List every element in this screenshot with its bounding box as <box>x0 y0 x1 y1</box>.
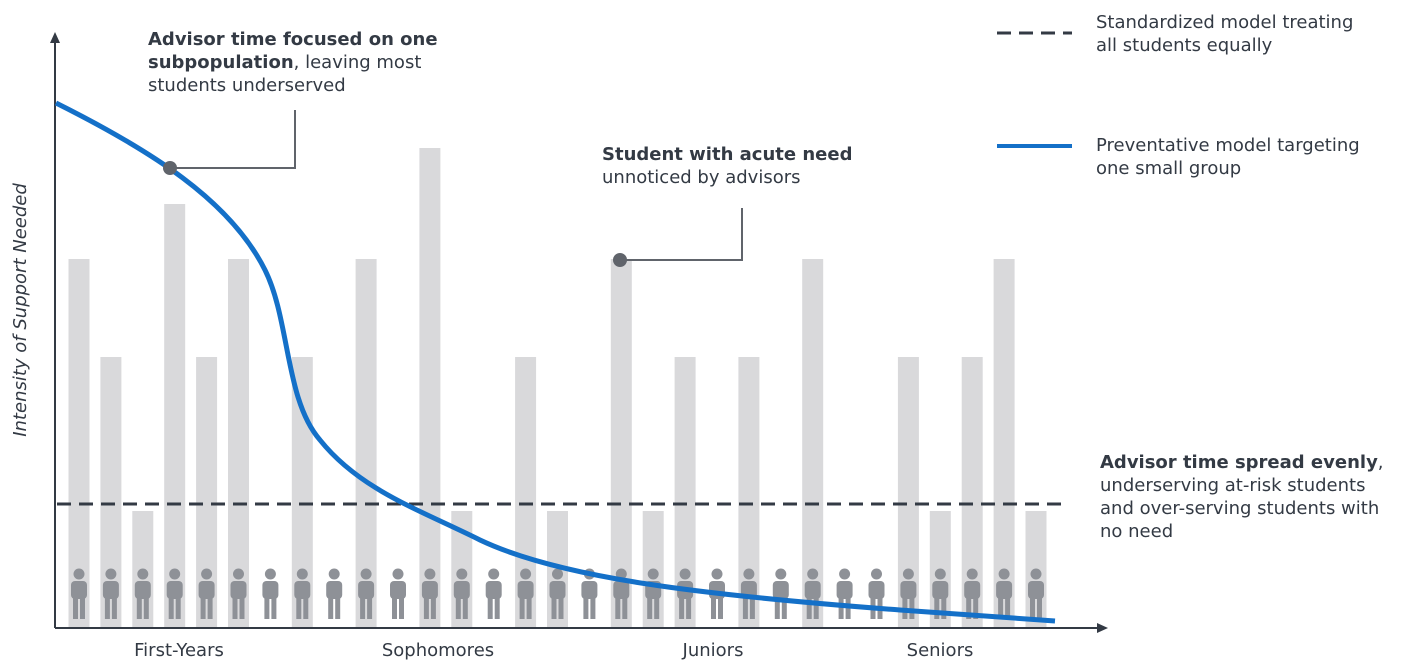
y-axis-label: Intensity of Support Needed <box>10 183 31 437</box>
x-axis-arrow <box>1097 623 1108 633</box>
need-bar <box>610 259 632 628</box>
student-person-icon <box>836 568 853 619</box>
legend-label-standardized: Standardized model treating all students… <box>1096 12 1354 56</box>
x-label-sophomores: Sophomores <box>381 640 495 661</box>
student-person-icon <box>390 568 406 619</box>
x-label-juniors: Juniors <box>682 640 744 661</box>
need-bar <box>164 204 186 628</box>
callout-acute-text: Student with acute need unnoticed by adv… <box>602 143 902 189</box>
callout-connector-acute <box>620 208 743 261</box>
need-bar <box>419 148 441 628</box>
student-need-bars <box>68 148 1047 628</box>
y-axis-arrow <box>50 32 60 43</box>
need-bar <box>993 259 1015 628</box>
student-person-icon <box>772 568 789 619</box>
student-person-icon <box>262 568 279 619</box>
need-bar <box>738 357 760 628</box>
callout-spread-bold: Advisor time spread evenly <box>1100 452 1378 473</box>
student-person-icon <box>485 568 502 619</box>
need-bar <box>674 357 696 628</box>
need-bar <box>802 259 824 628</box>
callout-focused-bold: Advisor time focused on one subpopulatio… <box>148 29 438 73</box>
need-bar <box>355 259 377 628</box>
legend-label-preventative: Preventative model targeting one small g… <box>1096 135 1360 179</box>
callout-acute-rest: unnoticed by advisors <box>602 167 801 188</box>
callout-focused-rest: , leaving most students underserved <box>148 52 422 96</box>
x-label-first-years: First-Years <box>134 640 224 661</box>
need-bar <box>196 357 218 628</box>
preventative-model-curve <box>54 100 1056 624</box>
callout-marker-focused <box>163 161 177 175</box>
student-person-icon <box>326 568 343 619</box>
need-bar <box>228 259 249 628</box>
x-label-seniors: Seniors <box>906 640 974 661</box>
need-bar <box>100 357 122 628</box>
callout-marker-acute <box>613 253 627 267</box>
need-bar <box>961 357 983 628</box>
callout-spread-rest: , underserving at-risk students and over… <box>1100 452 1384 542</box>
callout-spread-text: Advisor time spread evenly, underserving… <box>1100 451 1405 543</box>
need-bar <box>897 357 919 628</box>
callout-connector-focused <box>170 110 296 169</box>
callout-focused-text: Advisor time focused on one subpopulatio… <box>148 28 488 97</box>
student-person-icon <box>868 568 885 619</box>
need-bar <box>68 259 90 628</box>
callout-acute-bold: Student with acute need <box>602 144 853 165</box>
